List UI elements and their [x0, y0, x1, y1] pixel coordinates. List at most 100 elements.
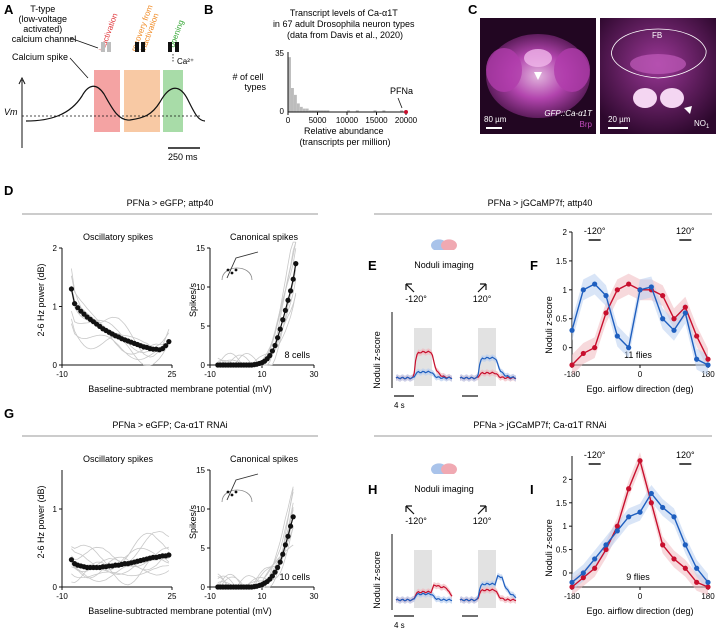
histogram-tick-label: 20000 [395, 116, 418, 125]
blue-tuning-point [682, 310, 688, 316]
e-scale-label: 4 s [394, 401, 405, 410]
stimulus-marker-label: -120° [584, 226, 606, 236]
mean-point [288, 523, 294, 529]
plot-ytick-label: 0 [201, 361, 206, 370]
histogram-bar [320, 110, 324, 112]
panel-letter-c: C [468, 2, 478, 17]
no-left [633, 88, 657, 108]
red-tuning-point [648, 500, 654, 506]
histogram-bar [400, 110, 404, 112]
blue-tuning-point [614, 333, 620, 339]
panel-letter-g: G [4, 406, 14, 421]
tuning-ytick-label: 1.5 [556, 499, 568, 508]
pfna-annotation: PFNa [390, 86, 413, 96]
tuning-ytick-label: 0.5 [556, 315, 568, 324]
plot-xtick-label: 10 [258, 370, 267, 379]
neuron-soma-icon [230, 493, 234, 497]
cell-trace [71, 531, 170, 563]
h-label-left: -120° [405, 516, 427, 526]
stimulus-window [414, 550, 432, 608]
recording-electrode-icon [226, 473, 259, 501]
plot-ytick-label: 0 [53, 361, 58, 370]
cell-trace [71, 551, 170, 579]
e-label-left: -120° [405, 294, 427, 304]
cell-trace [217, 241, 296, 366]
histogram-bar [288, 57, 291, 112]
mean-point [275, 335, 281, 341]
cell-trace [217, 241, 297, 366]
blue-tuning-point [580, 570, 586, 576]
blue-tuning-point [660, 316, 666, 322]
blue-tuning-point [694, 565, 700, 571]
brain-left-lobe [486, 48, 522, 92]
panel-letter-i: I [530, 482, 534, 497]
histogram-tick-label: 10000 [336, 116, 359, 125]
row-g-header-right: PFNa > jGCaMP7f; Ca-α1T RNAi [473, 420, 606, 430]
plot-ytick-label: 0 [201, 583, 206, 592]
tuning-ytick-label: 0 [563, 344, 568, 353]
red-tuning-point [614, 523, 620, 529]
fb-image [600, 18, 716, 134]
e-title: Noduli imaging [414, 260, 474, 270]
mean-point [275, 564, 281, 571]
h-title: Noduli imaging [414, 484, 474, 494]
red-tuning-point [682, 565, 688, 571]
mean-point [285, 533, 291, 539]
g-oscillatory-plot: 1 0-10 25 [53, 470, 177, 601]
neuron-soma-icon [230, 271, 234, 275]
histogram-bar [382, 110, 386, 112]
inactivation-band [94, 70, 120, 132]
fb-layer [630, 54, 686, 74]
d-osc-ylabel: 2-6 Hz power (dB) [36, 263, 46, 336]
blue-tuning-point [614, 528, 620, 534]
time-scale-label: 250 ms [168, 152, 198, 162]
plot-ytick-label: 15 [196, 466, 205, 475]
plot-xtick-label: -10 [56, 592, 68, 601]
blue-tuning-point [648, 490, 654, 497]
red-tuning-point [671, 556, 677, 562]
plot-ytick-label: 0 [53, 583, 58, 592]
blue-tuning-point [626, 345, 632, 351]
panel-a-schematic: T-type (low-voltage activated) calcium c… [4, 3, 206, 162]
red-tuning-point [705, 356, 711, 362]
row-g-header-left: PFNa > eGFP; Ca-α1T RNAi [112, 420, 227, 430]
blue-sem-band [572, 273, 708, 376]
mean-point [71, 300, 78, 307]
panel-letter-b: B [204, 2, 213, 17]
histogram-bar [326, 110, 330, 112]
row-d-header-right: PFNa > jGCaMP7f; attp40 [488, 198, 593, 208]
panel-letter-h: H [368, 482, 377, 497]
h-scale-label: 4 s [394, 621, 405, 630]
mean-point [290, 276, 296, 282]
histogram-bar [314, 110, 318, 112]
panel-h: Noduli imaging Noduli z-score -120° 120°… [372, 463, 517, 630]
red-tuning-point [660, 542, 666, 548]
e-ylabel: Noduli z-score [372, 331, 382, 389]
neuron-soma-icon [234, 490, 238, 494]
histogram-bar [311, 110, 315, 112]
histogram-bar [373, 110, 377, 112]
cell-trace [217, 242, 297, 366]
plot-xtick-label: -10 [204, 592, 216, 601]
no-label: NO1 [694, 119, 710, 130]
pfna-marker [404, 110, 408, 114]
i-xlabel: Ego. airflow direction (deg) [586, 606, 693, 616]
mean-point [282, 307, 288, 313]
mean-point [267, 353, 273, 359]
scale-label-20: 20 µm [608, 115, 631, 124]
brain-right-lobe [554, 48, 590, 92]
plot-ytick-label: 1 [53, 303, 58, 312]
mean-point [282, 542, 288, 548]
pfna-pointer [397, 97, 403, 109]
histogram-bar [293, 94, 297, 112]
blue-sem-band [460, 354, 516, 382]
d-can-title: Canonical spikes [230, 232, 299, 242]
blue-tuning-point [660, 504, 666, 511]
channel-open-a [168, 42, 172, 52]
cell-trace [71, 310, 170, 355]
blue-trace [459, 574, 517, 602]
scale-label-80: 80 µm [484, 115, 507, 124]
panel-letter-a: A [4, 2, 14, 17]
plot-xtick-label: -10 [204, 370, 216, 379]
